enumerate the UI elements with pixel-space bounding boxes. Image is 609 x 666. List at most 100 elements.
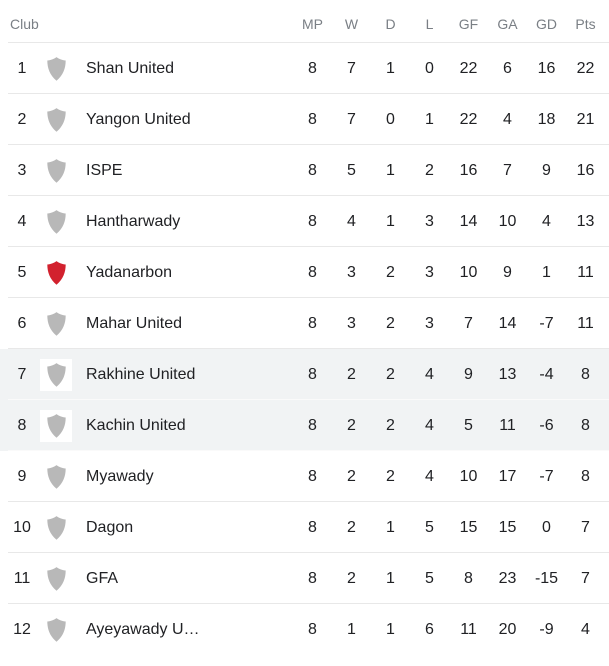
stat-pts: 16 [576,161,595,179]
header-w: W [344,16,359,32]
rank: 6 [17,314,27,332]
stat-w: 7 [347,59,356,77]
stat-l: 4 [425,365,434,383]
stat-mp: 8 [308,212,317,230]
stat-ga: 4 [503,110,512,128]
rank: 5 [17,263,27,281]
team-logo [40,52,72,85]
stat-d: 1 [386,569,395,587]
table-row[interactable]: 11 GFA 8 2 1 5 8 23 -15 7 [0,553,609,604]
stat-mp: 8 [308,314,317,332]
team-logo [40,307,72,340]
team-shield-icon [46,566,66,591]
header-gf: GF [458,16,479,32]
stat-pts: 7 [581,569,590,587]
stat-ga: 6 [503,59,512,77]
stat-gf: 10 [459,467,478,485]
table-row[interactable]: 6 Mahar United 8 3 2 3 7 14 -7 11 [0,298,609,349]
header-mp: MP [302,16,323,32]
stat-d: 2 [386,416,395,434]
stat-gd: 18 [537,110,556,128]
stat-mp: 8 [308,263,317,281]
rank: 11 [13,569,31,587]
stat-ga: 15 [498,518,517,536]
table-row[interactable]: 3 ISPE 8 5 1 2 16 7 9 16 [0,145,609,196]
stat-mp: 8 [308,110,317,128]
stat-ga: 23 [498,569,517,587]
stat-d: 2 [386,467,395,485]
stat-gd: -4 [539,365,554,383]
stat-pts: 8 [581,416,590,434]
team-shield-icon [46,464,66,489]
stat-w: 3 [347,314,356,332]
team-shield-icon [46,311,66,336]
stat-gf: 22 [459,59,478,77]
row-stats: 8 2 2 4 9 13 -4 8 [293,366,605,384]
table-row[interactable]: 1 Shan United 8 7 1 0 22 6 16 22 [0,43,609,94]
stat-pts: 8 [581,365,590,383]
stat-ga: 9 [503,263,512,281]
table-row[interactable]: 9 Myawady 8 2 2 4 10 17 -7 8 [0,451,609,502]
team-logo [40,358,72,391]
stat-l: 1 [425,110,434,128]
stat-ga: 20 [498,620,517,638]
row-stats: 8 7 1 0 22 6 16 22 [293,60,605,78]
club-name: GFA [86,569,119,587]
stat-gd: -6 [539,416,554,434]
row-stats: 8 2 2 4 10 17 -7 8 [293,468,605,486]
club-name: ISPE [86,161,123,179]
stat-gf: 5 [464,416,473,434]
stat-gf: 10 [459,263,478,281]
stat-mp: 8 [308,59,317,77]
table-row[interactable]: 10 Dagon 8 2 1 5 15 15 0 7 [0,502,609,553]
stat-gf: 22 [459,110,478,128]
stat-gf: 16 [459,161,478,179]
table-row[interactable]: 2 Yangon United 8 7 0 1 22 4 18 21 [0,94,609,145]
row-stats: 8 2 2 4 5 11 -6 8 [293,417,605,435]
club-name: Yangon United [86,110,191,128]
stat-l: 3 [425,314,434,332]
stat-l: 4 [425,467,434,485]
rank: 10 [13,518,31,536]
stat-w: 2 [347,518,356,536]
stat-mp: 8 [308,467,317,485]
team-logo [40,103,72,136]
table-row[interactable]: 12 Ayeyawady U… 8 1 1 6 11 20 -9 4 [0,604,609,655]
stat-d: 1 [386,620,395,638]
stat-w: 2 [347,365,356,383]
team-shield-icon [46,107,66,132]
stat-pts: 4 [581,620,590,638]
stat-pts: 11 [577,314,594,332]
table-row[interactable]: 5 Yadanarbon 8 3 2 3 10 9 1 11 [0,247,609,298]
rank: 2 [17,110,27,128]
team-shield-icon [46,515,66,540]
stat-d: 2 [386,365,395,383]
stat-d: 1 [386,161,395,179]
table-row[interactable]: 8 Kachin United 8 2 2 4 5 11 -6 8 [0,400,609,451]
stat-d: 1 [386,59,395,77]
stat-gf: 14 [459,212,478,230]
stat-l: 5 [425,569,434,587]
stat-l: 6 [425,620,434,638]
stat-ga: 14 [498,314,517,332]
rank: 3 [17,161,27,179]
team-shield-icon [46,413,66,438]
stat-l: 4 [425,416,434,434]
row-stats: 8 1 1 6 11 20 -9 4 [293,621,605,639]
stat-mp: 8 [308,620,317,638]
stat-gd: 16 [537,59,556,77]
club-name: Mahar United [86,314,183,332]
stat-gd: -15 [534,569,559,587]
header-l: L [425,16,434,32]
team-shield-icon [46,209,66,234]
table-row[interactable]: 4 Hantharwady 8 4 1 3 14 10 4 13 [0,196,609,247]
stat-mp: 8 [308,365,317,383]
stat-pts: 21 [576,110,595,128]
stat-w: 3 [347,263,356,281]
stat-gd: 1 [542,263,551,281]
stat-gd: -9 [539,620,554,638]
table-row[interactable]: 7 Rakhine United 8 2 2 4 9 13 -4 8 [0,349,609,400]
team-shield-icon [46,362,66,387]
stat-mp: 8 [308,569,317,587]
stat-w: 5 [347,161,356,179]
